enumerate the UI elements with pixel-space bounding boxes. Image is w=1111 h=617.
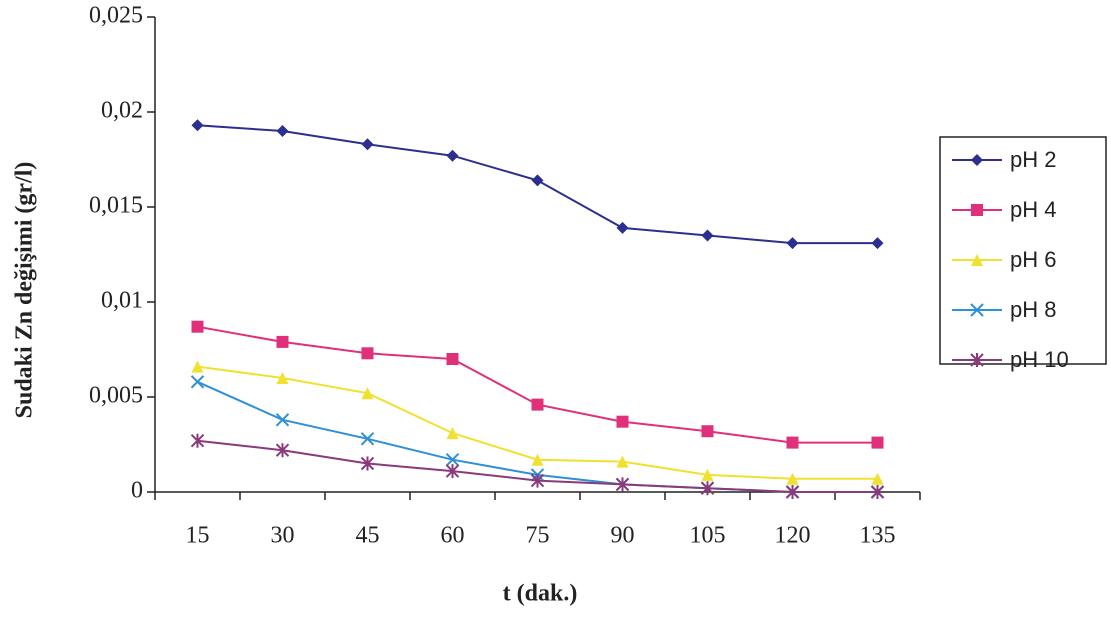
x-tick-label: 135 — [860, 523, 896, 549]
marker — [275, 413, 290, 427]
marker — [871, 237, 884, 250]
marker — [701, 229, 714, 242]
marker — [701, 468, 714, 481]
legend-label: pH 8 — [1010, 297, 1056, 322]
y-tick-label: 0,02 — [101, 98, 143, 124]
y-tick-label: 0,015 — [89, 193, 143, 219]
marker — [276, 125, 289, 137]
marker — [191, 360, 204, 373]
marker — [870, 485, 885, 499]
marker — [360, 456, 375, 471]
legend-box — [939, 136, 1107, 365]
marker — [276, 335, 289, 348]
legend-marker — [970, 353, 984, 367]
y-tick-label: 0,01 — [101, 288, 143, 314]
marker — [191, 119, 204, 132]
legend-label: pH 6 — [1010, 247, 1056, 272]
marker — [361, 138, 374, 151]
x-tick-label: 15 — [186, 523, 210, 549]
y-tick-label: 0,005 — [89, 383, 143, 409]
marker — [190, 433, 205, 448]
marker — [786, 237, 799, 250]
marker — [615, 477, 630, 492]
legend-label: pH 2 — [1010, 147, 1056, 172]
marker — [360, 432, 375, 446]
marker — [701, 425, 714, 438]
x-axis-title: t (dak.) — [503, 581, 578, 607]
marker — [531, 174, 544, 187]
marker — [530, 473, 545, 488]
legend-label: pH 10 — [1010, 347, 1069, 372]
legend-marker — [970, 303, 984, 317]
x-tick-label: 30 — [271, 523, 295, 549]
marker — [446, 149, 459, 162]
marker — [276, 372, 289, 384]
marker — [446, 427, 459, 440]
x-tick-label: 105 — [690, 523, 726, 549]
x-tick-label: 60 — [441, 523, 465, 549]
x-tick-label: 120 — [775, 523, 811, 549]
marker — [616, 455, 629, 468]
marker — [531, 453, 544, 466]
marker — [871, 472, 884, 485]
series-line — [197, 325, 878, 444]
legend-marker — [971, 154, 983, 166]
marker — [871, 436, 884, 449]
marker — [531, 398, 544, 411]
marker — [700, 481, 715, 496]
marker — [445, 452, 460, 467]
marker — [785, 485, 800, 499]
x-tick-label: 75 — [526, 523, 550, 549]
marker — [786, 436, 799, 449]
marker — [190, 375, 205, 389]
y-tick-label: 0,025 — [89, 3, 143, 29]
marker — [361, 347, 374, 360]
marker — [616, 415, 629, 428]
marker — [191, 320, 204, 333]
y-axis-title: Sudaki Zn değişimi (gr/l) — [12, 162, 38, 419]
legend-label: pH 4 — [1010, 197, 1056, 222]
marker — [616, 221, 629, 234]
y-tick-label: 0 — [131, 478, 143, 504]
x-tick-label: 45 — [356, 523, 380, 549]
marker — [445, 464, 460, 479]
marker — [786, 472, 799, 485]
marker — [446, 353, 459, 365]
legend-marker — [971, 254, 983, 266]
marker — [361, 387, 374, 400]
legend-marker — [971, 204, 983, 216]
marker — [275, 443, 290, 458]
x-tick-label: 90 — [611, 523, 635, 549]
